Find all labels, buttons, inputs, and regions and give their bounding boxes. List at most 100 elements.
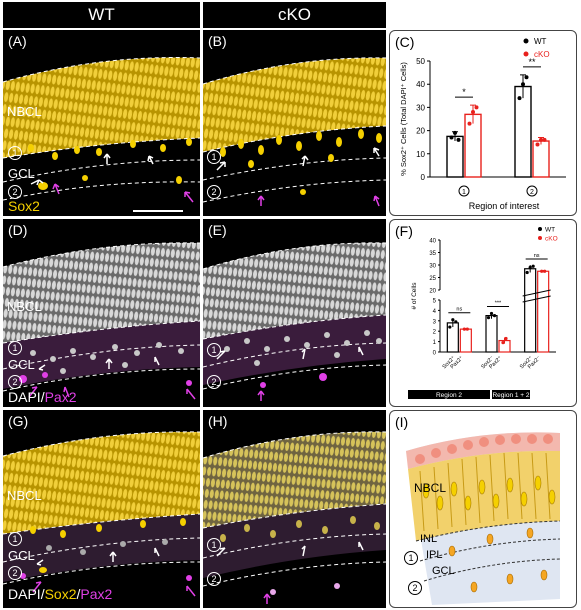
legend-label: WT	[534, 37, 547, 46]
data-point	[501, 341, 505, 345]
panel-d-micrograph	[3, 242, 200, 400]
panel-b-sox2-cko: (B) 1 2	[203, 30, 386, 216]
bar-wt	[524, 268, 537, 353]
y-tick-label: 20	[429, 289, 436, 295]
y-axis-label: # of Cells	[411, 282, 418, 310]
region-2-marker: 2	[207, 572, 221, 586]
data-point	[535, 142, 540, 147]
panel-label-f: (F)	[395, 223, 413, 239]
data-point	[453, 130, 457, 135]
region-2-marker: 2	[207, 375, 221, 389]
y-tick-label: 40	[416, 80, 425, 89]
region-2-marker: 2	[408, 581, 422, 595]
panel-e-dapi-pax2-cko: (E) 1 2	[203, 219, 386, 407]
data-point	[540, 269, 544, 273]
significance-label: ns	[456, 307, 462, 313]
retina-schematic	[406, 432, 561, 605]
significance-label: **	[528, 57, 536, 67]
panel-label-i: (I)	[395, 414, 409, 430]
y-tick-label: 0	[421, 173, 426, 182]
data-point	[543, 269, 547, 273]
data-point	[542, 137, 547, 142]
region-1-marker: 1	[8, 146, 22, 160]
panel-label-d: (D)	[8, 222, 28, 238]
bar-wt	[485, 314, 498, 353]
category-marker	[458, 185, 470, 197]
nbcl-label: NBCL	[414, 481, 447, 495]
gcl-label: GCL	[8, 166, 35, 181]
chart-c-svg: 0 10 20 30 40 50 % Sox2⁺ Cells (Total DAPI⁺ Ce…	[399, 37, 566, 211]
y-tick-label: 1	[433, 340, 437, 346]
legend-label: cKO	[534, 50, 550, 59]
x-tick-label: 1	[462, 189, 466, 196]
region-1-marker: 1	[8, 532, 22, 546]
panel-label-a: (A)	[8, 33, 27, 49]
y-tick-label: 3	[433, 319, 437, 325]
panel-label-e: (E)	[208, 222, 227, 238]
legend-label: cKO	[545, 236, 558, 243]
y-tick-label: 5	[433, 299, 437, 305]
stain-label-merge: DAPI/Sox2/Pax2	[8, 586, 112, 602]
y-tick-label: 40	[429, 239, 436, 245]
panel-label-g: (G)	[8, 413, 29, 429]
inl-label: INL	[420, 533, 438, 545]
y-axis-label: % Sox2⁺ Cells (Total DAPI⁺ Cells)	[399, 62, 408, 176]
legend-marker	[538, 236, 542, 240]
legend-label: WT	[545, 227, 555, 234]
panel-a-sox2-wt: (A) NBCL 1 GCL 2 Sox2	[3, 30, 200, 216]
region-1-marker: 1	[207, 343, 221, 357]
y-tick-label: 30	[416, 103, 425, 112]
region-bar-2	[408, 390, 490, 399]
x-tick-label: 2	[530, 189, 534, 196]
nbcl-label: NBCL	[7, 104, 42, 119]
stain-slash: /	[76, 586, 81, 602]
panel-label-b: (B)	[208, 33, 227, 49]
y-tick-label: 4	[433, 309, 437, 315]
region-2-marker: 2	[8, 566, 22, 580]
y-tick-label: 25	[429, 276, 436, 282]
data-point	[489, 311, 494, 316]
y-tick-label: 20	[416, 127, 425, 136]
panel-h-merge-cko: (H) 1 2	[203, 410, 386, 608]
bar-cko	[459, 328, 472, 353]
region-label-1-2: Region 1 + 2	[492, 392, 529, 399]
panel-h-micrograph	[203, 431, 386, 604]
significance-label: ns	[534, 253, 540, 259]
axis-break	[522, 295, 551, 303]
data-point	[471, 110, 475, 115]
stain-pax2: Pax2	[44, 389, 77, 405]
panel-a-micrograph	[3, 57, 200, 212]
significance-label: ***	[495, 300, 502, 306]
data-point	[456, 137, 461, 142]
bar-cko	[537, 270, 550, 353]
panel-g-micrograph	[3, 431, 200, 597]
data-point	[454, 320, 458, 324]
region-label-2: Region 2	[436, 392, 462, 399]
y-tick-label: 0	[433, 351, 437, 357]
panel-label-h: (H)	[208, 413, 228, 429]
bar-wt	[446, 135, 464, 178]
panel-e-micrograph	[203, 242, 386, 401]
header-cko: cKO	[203, 2, 386, 28]
data-point	[521, 82, 525, 87]
data-point	[524, 75, 529, 80]
data-point	[474, 105, 479, 110]
legend-marker	[523, 38, 529, 44]
gcl-label: GCL	[432, 565, 455, 577]
region-1-marker: 1	[207, 150, 221, 164]
panel-i-schematic: (I) NBCL INL 1 IPL GCL 2	[389, 410, 577, 608]
ipl-label: IPL	[426, 549, 443, 561]
stain-dapi: DAPI	[8, 586, 41, 602]
y-tick-label: 30	[429, 264, 436, 270]
region-1-marker: 1	[404, 551, 418, 565]
data-point	[451, 318, 455, 322]
y-tick-label: 10	[416, 150, 425, 159]
legend-marker	[538, 227, 542, 231]
bar-cko	[464, 113, 482, 178]
x-axis-label: Region of interest	[469, 201, 540, 211]
nbcl-label: NBCL	[7, 299, 42, 314]
data-point	[449, 135, 454, 140]
stain-dapi: DAPI	[8, 389, 41, 405]
bar-wt	[514, 85, 532, 178]
